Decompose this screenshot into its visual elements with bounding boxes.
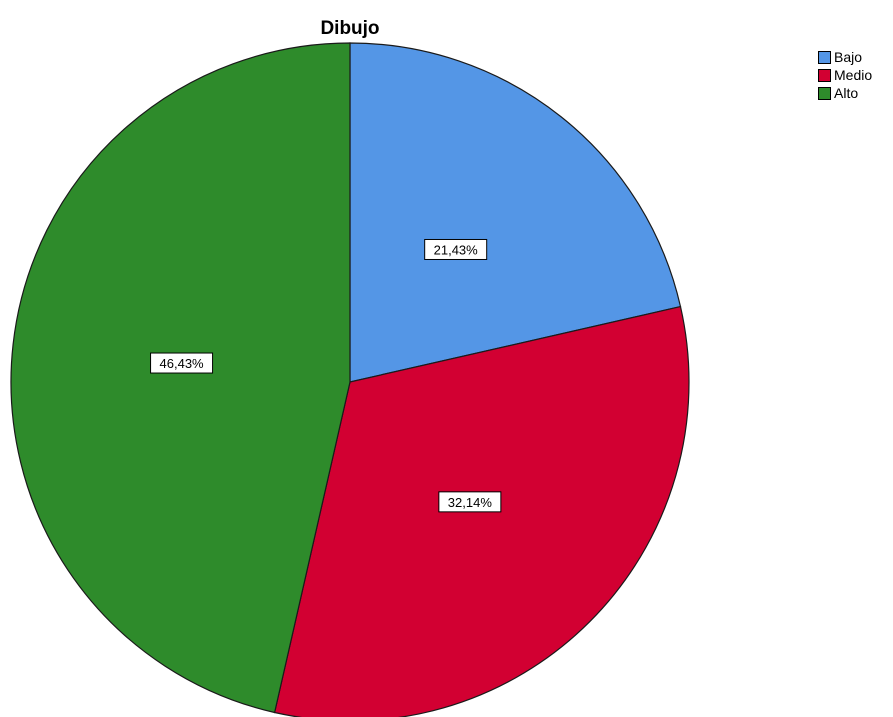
legend-swatch-bajo: [818, 50, 831, 64]
legend-label-bajo: Bajo: [834, 49, 863, 65]
slice-label-bajo: 21,43%: [424, 238, 488, 260]
legend-label-medio: Medio: [834, 67, 873, 83]
legend-swatch-alto: [818, 86, 831, 100]
slice-label-alto: 46,43%: [150, 352, 214, 374]
legend-item-bajo: Bajo: [818, 49, 872, 65]
slice-label-box: [424, 238, 488, 260]
chart-title: Dibujo: [320, 18, 380, 39]
slice-label-medio: 32,14%: [438, 491, 502, 513]
legend-item-alto: Alto: [818, 85, 872, 101]
legend-item-medio: Medio: [818, 67, 872, 83]
slice-label-text: 32,14%: [448, 495, 493, 510]
slice-label-box: [150, 352, 214, 374]
slice-label-text: 46,43%: [160, 356, 205, 371]
pie-slice-bajo: [349, 42, 682, 383]
legend-swatch-medio: [818, 68, 831, 82]
pie-slice-alto: [10, 42, 351, 714]
legend-label-alto: Alto: [834, 85, 859, 101]
chart-legend: Bajo Medio Alto: [818, 49, 872, 103]
slice-label-box: [438, 491, 502, 513]
slice-label-text: 21,43%: [434, 242, 479, 257]
